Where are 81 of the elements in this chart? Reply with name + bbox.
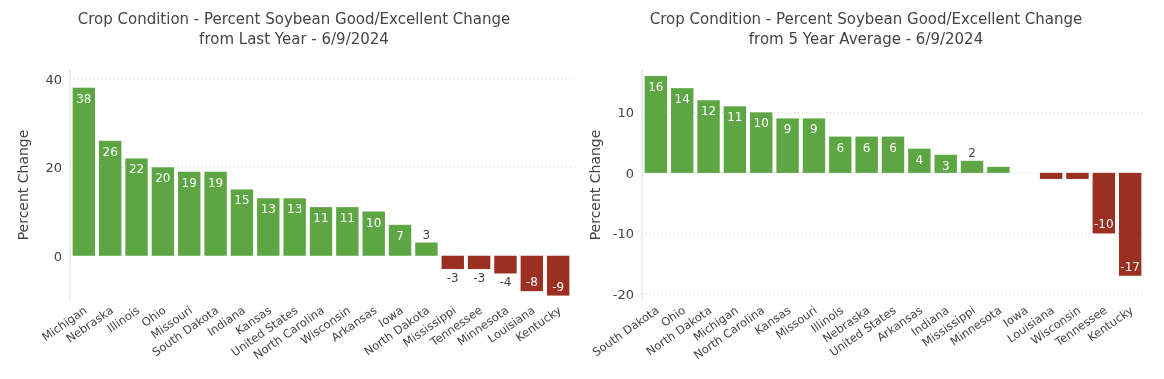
data-label: 3	[422, 227, 431, 242]
data-label: -8	[525, 275, 538, 290]
data-label: -17	[1120, 259, 1140, 274]
y-tick-label: 0	[625, 165, 634, 181]
bar	[151, 167, 175, 256]
data-label: 10	[366, 215, 382, 230]
data-label: -3	[473, 271, 486, 286]
data-label: 11	[313, 211, 329, 226]
data-label: 2	[968, 145, 976, 160]
data-label: 6	[889, 140, 897, 155]
bar	[670, 88, 694, 173]
bar	[1066, 172, 1089, 179]
bar	[520, 255, 544, 292]
chart-title: Crop Condition - Percent Soybean Good/Excellent Change from Last Year - 6/9/2024	[77, 10, 511, 48]
data-label: 22	[128, 162, 145, 177]
data-label: 19	[207, 175, 224, 190]
bar	[309, 207, 333, 256]
bar	[388, 224, 412, 256]
data-label: 20	[155, 171, 171, 186]
bar	[987, 166, 1010, 173]
data-label: 9	[783, 122, 792, 137]
data-label: 13	[287, 202, 303, 217]
y-tick-label: 40	[45, 71, 62, 87]
data-label: 11	[727, 110, 743, 125]
bar	[230, 189, 254, 256]
y-axis-title: Percent Change	[587, 129, 603, 241]
bar	[257, 198, 280, 256]
y-tick-label: -20	[612, 286, 634, 302]
data-label: 6	[836, 140, 845, 155]
bar	[697, 100, 720, 173]
data-label: 6	[862, 140, 871, 155]
bar	[802, 118, 826, 173]
bar	[125, 158, 148, 256]
data-label: 15	[234, 193, 250, 208]
bar	[362, 211, 385, 256]
data-label: 9	[810, 122, 818, 137]
bar	[776, 118, 799, 173]
bar	[829, 136, 852, 173]
bar	[283, 198, 306, 256]
bar	[546, 255, 570, 296]
data-label: -10	[1094, 217, 1114, 232]
y-tick-label: 0	[53, 248, 62, 264]
data-label: 19	[181, 175, 197, 190]
data-label: 3	[941, 158, 950, 173]
data-label: 16	[648, 80, 664, 95]
bar	[750, 112, 773, 173]
bar	[908, 148, 931, 173]
bar	[723, 106, 747, 173]
bar	[1039, 172, 1063, 179]
y-tick-label: -10	[612, 226, 634, 242]
data-label: 38	[76, 91, 92, 106]
data-label: 4	[915, 152, 924, 167]
data-label: 14	[674, 92, 690, 107]
bar	[204, 171, 227, 256]
bar	[1092, 172, 1116, 234]
bar	[960, 160, 984, 173]
data-label: 13	[260, 202, 276, 217]
bar	[441, 255, 464, 270]
data-label: 26	[102, 144, 118, 159]
bar	[494, 255, 517, 274]
y-tick-label: 20	[45, 160, 62, 176]
bar	[855, 136, 878, 173]
bar	[467, 255, 491, 270]
bar	[178, 171, 201, 256]
bar	[336, 207, 359, 256]
bar	[644, 76, 668, 173]
bar	[881, 136, 905, 173]
bar	[98, 140, 122, 256]
y-axis-title: Percent Change	[15, 129, 31, 241]
bar	[72, 87, 96, 256]
data-label: -4	[499, 275, 512, 290]
chart-title: Crop Condition - Percent Soybean Good/Excellent Change from 5 Year Average - 6/9/2024	[649, 10, 1083, 48]
data-label: -9	[552, 279, 565, 294]
data-label: 11	[339, 211, 355, 226]
bar	[1118, 172, 1142, 276]
data-label: 7	[396, 228, 404, 243]
y-tick-label: 10	[617, 105, 634, 121]
data-label: -3	[446, 271, 459, 286]
data-label: 12	[700, 104, 717, 119]
bar	[415, 242, 438, 256]
data-label: 10	[753, 116, 769, 131]
